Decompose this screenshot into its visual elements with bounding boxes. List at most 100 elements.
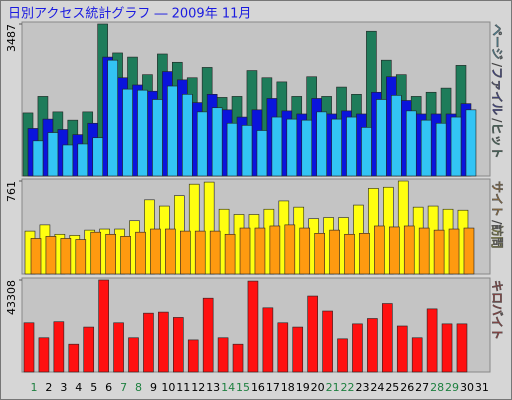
legend-separator: / (491, 220, 505, 225)
x-tick-label: 27 (415, 381, 429, 394)
bar (299, 227, 311, 275)
bar (107, 59, 118, 177)
bar (152, 99, 163, 177)
bar (329, 229, 340, 275)
x-tick-label: 7 (120, 381, 127, 394)
chart-title: 日別アクセス統計グラフ ― 2009年 11月 (8, 6, 251, 22)
x-tick-label: 23 (355, 381, 369, 394)
bar (98, 279, 109, 373)
legend-entry: ページ (491, 24, 505, 60)
bar (284, 224, 296, 275)
bar (217, 337, 229, 373)
bar (426, 308, 438, 373)
legend: キロバイト (491, 280, 505, 340)
bar (411, 337, 423, 373)
bar (331, 118, 342, 177)
bar (389, 226, 400, 275)
bar (226, 122, 238, 177)
x-tick-label: 25 (385, 381, 399, 394)
x-tick-label: 3 (60, 381, 67, 394)
bar (173, 317, 184, 373)
bar (187, 339, 199, 373)
bar (105, 233, 116, 275)
bar (256, 130, 268, 177)
bar (120, 236, 131, 275)
bar (448, 228, 460, 275)
bar (403, 225, 415, 275)
bar (77, 143, 89, 177)
bar (344, 233, 355, 275)
bar (374, 225, 385, 275)
bar (367, 318, 378, 373)
bar (241, 125, 253, 177)
x-tick-label: 26 (400, 381, 414, 394)
bar (224, 233, 236, 275)
bar (180, 230, 191, 275)
bar (420, 119, 432, 177)
bar (396, 325, 408, 373)
bar (346, 116, 357, 177)
x-tick-label: 17 (266, 381, 280, 394)
bar (307, 295, 318, 373)
x-tick-label: 22 (341, 381, 355, 394)
bar (143, 312, 154, 373)
x-tick-label: 21 (326, 381, 340, 394)
bar (83, 326, 95, 373)
bar (247, 280, 259, 373)
bar (202, 297, 214, 373)
bar (433, 229, 445, 275)
x-tick-label: 24 (370, 381, 384, 394)
bar (68, 343, 80, 373)
bar (194, 230, 206, 275)
y-tick-label: 761 (5, 181, 18, 202)
x-tick-label: 29 (445, 381, 459, 394)
bar (167, 85, 178, 177)
x-tick-label: 1 (31, 381, 38, 394)
bar (352, 323, 363, 373)
bar (113, 322, 124, 373)
bar (128, 337, 139, 373)
x-tick-label: 6 (105, 381, 112, 394)
legend-entry: キロバイト (491, 280, 505, 340)
bar (269, 225, 281, 275)
bar (38, 337, 50, 373)
bar (122, 88, 133, 177)
bar (463, 227, 475, 275)
bar (47, 132, 59, 177)
bar (271, 116, 283, 177)
x-tick-label: 12 (191, 381, 205, 394)
x-tick-label: 15 (236, 381, 250, 394)
bar (301, 119, 313, 177)
bar (53, 321, 65, 373)
bar (203, 181, 215, 275)
bar (465, 109, 477, 177)
bar (286, 118, 298, 177)
x-tick-label: 8 (135, 381, 142, 394)
bar (165, 228, 176, 275)
legend-separator: / (491, 118, 505, 123)
bar (23, 322, 35, 373)
legend-entry: ヒット (491, 123, 505, 159)
bar (391, 95, 402, 177)
bar (262, 307, 274, 373)
x-tick-label: 31 (475, 381, 489, 394)
bar (441, 323, 453, 373)
bar (188, 183, 200, 275)
bar (254, 227, 266, 275)
bar (60, 238, 72, 275)
bar (418, 227, 430, 275)
legend: ページ/ファイル/ヒット (491, 24, 505, 159)
bar (314, 233, 325, 275)
y-tick-label: 3487 (5, 24, 18, 52)
bar (45, 236, 57, 275)
bar (322, 310, 333, 373)
x-tick-label: 4 (75, 381, 82, 394)
bar (135, 231, 146, 275)
bar (211, 107, 223, 177)
bar (456, 323, 468, 373)
bar (382, 303, 393, 373)
x-tick-label: 14 (221, 381, 235, 394)
x-tick-label: 18 (281, 381, 295, 394)
bar (232, 343, 244, 373)
